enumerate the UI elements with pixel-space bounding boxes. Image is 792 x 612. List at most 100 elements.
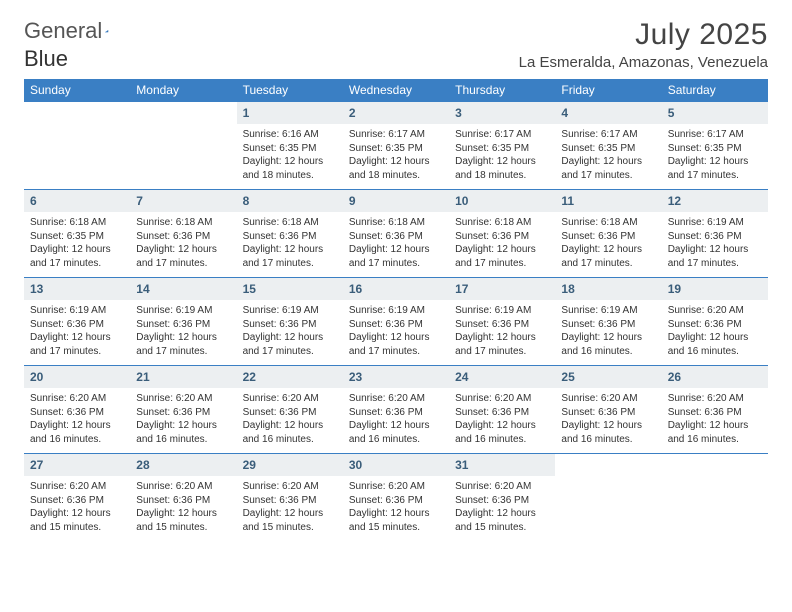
calendar-day-cell: 5Sunrise: 6:17 AMSunset: 6:35 PMDaylight… <box>662 102 768 190</box>
calendar-day-cell: 23Sunrise: 6:20 AMSunset: 6:36 PMDayligh… <box>343 366 449 454</box>
sunset-text: Sunset: 6:36 PM <box>243 230 337 244</box>
sunrise-text: Sunrise: 6:17 AM <box>455 128 549 142</box>
calendar-week-row: 6Sunrise: 6:18 AMSunset: 6:35 PMDaylight… <box>24 190 768 278</box>
day-details: Sunrise: 6:20 AMSunset: 6:36 PMDaylight:… <box>343 476 449 538</box>
calendar-day-cell <box>130 102 236 190</box>
logo-triangle-icon <box>105 23 108 39</box>
day-details: Sunrise: 6:17 AMSunset: 6:35 PMDaylight:… <box>449 124 555 186</box>
daylight-text: Daylight: 12 hours and 16 minutes. <box>243 419 337 446</box>
day-details: Sunrise: 6:17 AMSunset: 6:35 PMDaylight:… <box>555 124 661 186</box>
calendar-day-cell <box>555 454 661 542</box>
sunset-text: Sunset: 6:36 PM <box>30 494 124 508</box>
daylight-text: Daylight: 12 hours and 15 minutes. <box>243 507 337 534</box>
sunrise-text: Sunrise: 6:20 AM <box>136 480 230 494</box>
sunset-text: Sunset: 6:36 PM <box>561 318 655 332</box>
daylight-text: Daylight: 12 hours and 16 minutes. <box>668 419 762 446</box>
calendar-day-cell: 16Sunrise: 6:19 AMSunset: 6:36 PMDayligh… <box>343 278 449 366</box>
calendar-day-cell: 26Sunrise: 6:20 AMSunset: 6:36 PMDayligh… <box>662 366 768 454</box>
sunrise-text: Sunrise: 6:20 AM <box>455 392 549 406</box>
sunrise-text: Sunrise: 6:20 AM <box>30 480 124 494</box>
sunset-text: Sunset: 6:36 PM <box>30 406 124 420</box>
sunrise-text: Sunrise: 6:20 AM <box>243 480 337 494</box>
sunset-text: Sunset: 6:36 PM <box>243 318 337 332</box>
sunrise-text: Sunrise: 6:19 AM <box>455 304 549 318</box>
day-details: Sunrise: 6:20 AMSunset: 6:36 PMDaylight:… <box>555 388 661 450</box>
day-number: 5 <box>662 102 768 124</box>
calendar-day-cell: 27Sunrise: 6:20 AMSunset: 6:36 PMDayligh… <box>24 454 130 542</box>
brand-text-2: Blue <box>24 46 68 71</box>
daylight-text: Daylight: 12 hours and 17 minutes. <box>136 331 230 358</box>
sunset-text: Sunset: 6:36 PM <box>136 494 230 508</box>
calendar-day-cell: 12Sunrise: 6:19 AMSunset: 6:36 PMDayligh… <box>662 190 768 278</box>
calendar-day-cell: 6Sunrise: 6:18 AMSunset: 6:35 PMDaylight… <box>24 190 130 278</box>
day-header: Wednesday <box>343 79 449 102</box>
sunrise-text: Sunrise: 6:17 AM <box>561 128 655 142</box>
sunrise-text: Sunrise: 6:18 AM <box>349 216 443 230</box>
daylight-text: Daylight: 12 hours and 17 minutes. <box>668 243 762 270</box>
sunset-text: Sunset: 6:36 PM <box>668 230 762 244</box>
calendar-day-cell: 7Sunrise: 6:18 AMSunset: 6:36 PMDaylight… <box>130 190 236 278</box>
day-number: 7 <box>130 190 236 212</box>
sunset-text: Sunset: 6:35 PM <box>349 142 443 156</box>
sunrise-text: Sunrise: 6:18 AM <box>455 216 549 230</box>
day-number: 25 <box>555 366 661 388</box>
sunset-text: Sunset: 6:36 PM <box>349 318 443 332</box>
sunset-text: Sunset: 6:36 PM <box>455 406 549 420</box>
sunrise-text: Sunrise: 6:20 AM <box>561 392 655 406</box>
daylight-text: Daylight: 12 hours and 17 minutes. <box>243 243 337 270</box>
sunset-text: Sunset: 6:36 PM <box>136 318 230 332</box>
sunrise-text: Sunrise: 6:20 AM <box>349 480 443 494</box>
daylight-text: Daylight: 12 hours and 17 minutes. <box>243 331 337 358</box>
sunset-text: Sunset: 6:36 PM <box>349 494 443 508</box>
daylight-text: Daylight: 12 hours and 16 minutes. <box>349 419 443 446</box>
sunset-text: Sunset: 6:36 PM <box>243 406 337 420</box>
daylight-text: Daylight: 12 hours and 17 minutes. <box>668 155 762 182</box>
sunset-text: Sunset: 6:36 PM <box>136 230 230 244</box>
calendar-day-cell: 4Sunrise: 6:17 AMSunset: 6:35 PMDaylight… <box>555 102 661 190</box>
daylight-text: Daylight: 12 hours and 17 minutes. <box>136 243 230 270</box>
sunrise-text: Sunrise: 6:17 AM <box>349 128 443 142</box>
day-number: 16 <box>343 278 449 300</box>
brand-logo: General <box>24 18 127 44</box>
day-header: Thursday <box>449 79 555 102</box>
sunrise-text: Sunrise: 6:19 AM <box>243 304 337 318</box>
calendar-day-cell: 19Sunrise: 6:20 AMSunset: 6:36 PMDayligh… <box>662 278 768 366</box>
day-number: 13 <box>24 278 130 300</box>
day-number: 8 <box>237 190 343 212</box>
location-text: La Esmeralda, Amazonas, Venezuela <box>519 54 768 71</box>
daylight-text: Daylight: 12 hours and 15 minutes. <box>30 507 124 534</box>
day-details: Sunrise: 6:20 AMSunset: 6:36 PMDaylight:… <box>130 476 236 538</box>
daylight-text: Daylight: 12 hours and 17 minutes. <box>349 331 443 358</box>
daylight-text: Daylight: 12 hours and 18 minutes. <box>243 155 337 182</box>
sunset-text: Sunset: 6:36 PM <box>455 318 549 332</box>
day-number: 3 <box>449 102 555 124</box>
day-header: Monday <box>130 79 236 102</box>
month-title: July 2025 <box>519 18 768 52</box>
day-number: 19 <box>662 278 768 300</box>
sunset-text: Sunset: 6:36 PM <box>455 230 549 244</box>
daylight-text: Daylight: 12 hours and 15 minutes. <box>455 507 549 534</box>
day-details: Sunrise: 6:20 AMSunset: 6:36 PMDaylight:… <box>237 476 343 538</box>
day-header: Friday <box>555 79 661 102</box>
day-details: Sunrise: 6:19 AMSunset: 6:36 PMDaylight:… <box>555 300 661 362</box>
sunrise-text: Sunrise: 6:19 AM <box>561 304 655 318</box>
daylight-text: Daylight: 12 hours and 17 minutes. <box>561 243 655 270</box>
day-number: 11 <box>555 190 661 212</box>
calendar-day-cell: 9Sunrise: 6:18 AMSunset: 6:36 PMDaylight… <box>343 190 449 278</box>
day-number: 21 <box>130 366 236 388</box>
sunrise-text: Sunrise: 6:18 AM <box>30 216 124 230</box>
daylight-text: Daylight: 12 hours and 18 minutes. <box>455 155 549 182</box>
daylight-text: Daylight: 12 hours and 16 minutes. <box>30 419 124 446</box>
calendar-day-cell: 14Sunrise: 6:19 AMSunset: 6:36 PMDayligh… <box>130 278 236 366</box>
brand-text-2-wrap: Blue <box>24 46 68 72</box>
sunrise-text: Sunrise: 6:19 AM <box>136 304 230 318</box>
daylight-text: Daylight: 12 hours and 17 minutes. <box>561 155 655 182</box>
sunrise-text: Sunrise: 6:18 AM <box>561 216 655 230</box>
calendar-day-cell: 24Sunrise: 6:20 AMSunset: 6:36 PMDayligh… <box>449 366 555 454</box>
calendar-day-cell: 8Sunrise: 6:18 AMSunset: 6:36 PMDaylight… <box>237 190 343 278</box>
day-number: 28 <box>130 454 236 476</box>
calendar-day-cell: 17Sunrise: 6:19 AMSunset: 6:36 PMDayligh… <box>449 278 555 366</box>
calendar-day-cell: 31Sunrise: 6:20 AMSunset: 6:36 PMDayligh… <box>449 454 555 542</box>
day-details: Sunrise: 6:20 AMSunset: 6:36 PMDaylight:… <box>237 388 343 450</box>
sunset-text: Sunset: 6:36 PM <box>30 318 124 332</box>
